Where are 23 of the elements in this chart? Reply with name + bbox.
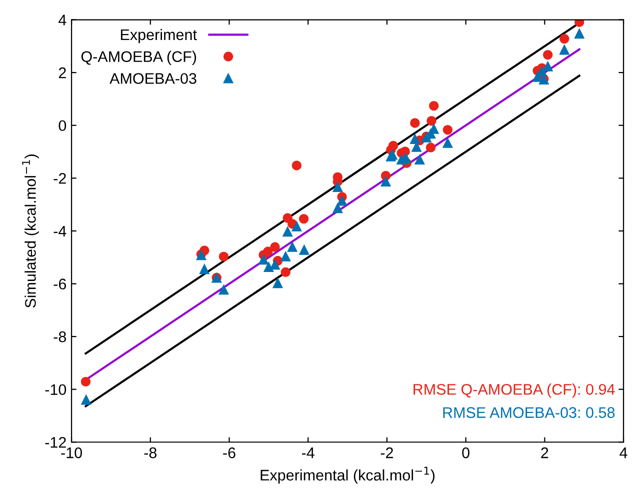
y-tick-label: -8: [54, 331, 66, 342]
y-tick-label: 4: [58, 14, 66, 26]
x-tick-label: -8: [144, 447, 157, 458]
y-tick-label: 0: [58, 120, 66, 132]
x-tick-label: -6: [223, 447, 236, 458]
y-tick-label: 2: [58, 67, 66, 78]
x-tick-label: 4: [620, 448, 628, 458]
y-tick-label: -12: [45, 437, 66, 448]
x-axis-title: Experimental (kcal.mol$^{−1}$): [260, 466, 435, 484]
legend-label: AMOEBA-03: [110, 73, 196, 84]
x-tick-label: 2: [541, 447, 548, 458]
y-tick-label: -4: [54, 226, 66, 236]
y-axis-title: Simulated (kcal.mol$^{−1}$): [22, 154, 39, 308]
x-tick-label: -4: [302, 448, 314, 458]
y-tick-label: -2: [54, 173, 66, 184]
annotation: RMSE Q-AMOEBA (CF): 0.94: [414, 384, 615, 398]
legend-label: Q-AMOEBA (CF): [81, 50, 196, 66]
y-tick-label: -10: [45, 384, 66, 396]
legend-label: Experiment: [120, 28, 197, 44]
x-tick-label: -2: [380, 447, 393, 458]
x-tick-label: 0: [462, 447, 470, 458]
annotation: RMSE AMOEBA-03: 0.58: [443, 407, 615, 418]
y-tick-label: -6: [54, 278, 66, 290]
